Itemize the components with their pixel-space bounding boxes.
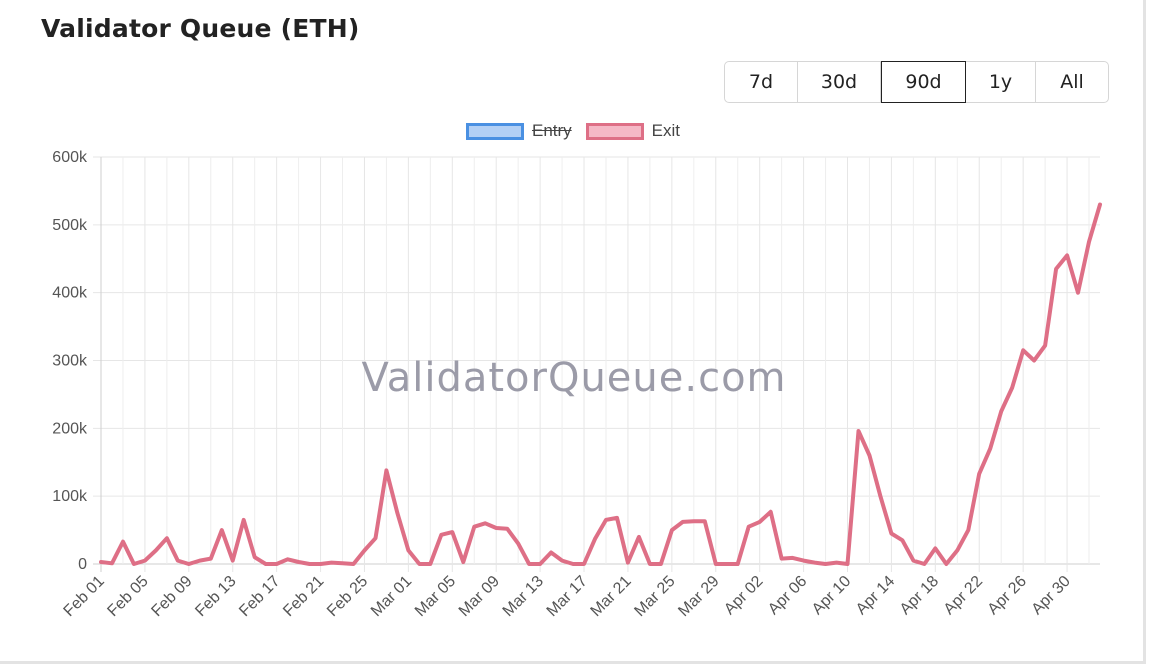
legend-label-exit: Exit: [651, 121, 681, 140]
chart-title: Validator Queue (ETH): [41, 14, 360, 43]
x-tick-label: Feb 01: [61, 573, 108, 620]
y-tick-label: 0: [78, 556, 87, 573]
x-tick-label: Apr 02: [721, 573, 766, 618]
x-tick-label: Mar 13: [500, 573, 547, 620]
range-button-90d[interactable]: 90d: [881, 61, 966, 103]
legend-swatch-exit: [585, 122, 644, 140]
y-tick-label: 100k: [52, 488, 88, 505]
x-tick-label: Mar 25: [631, 573, 678, 620]
range-button-7d[interactable]: 7d: [725, 62, 798, 102]
range-button-all[interactable]: All: [1036, 62, 1108, 102]
x-tick-label: Apr 30: [1029, 573, 1074, 618]
x-tick-label: Feb 17: [236, 573, 283, 620]
time-range-selector: 7d 30d 90d 1y All: [724, 61, 1109, 103]
legend-item-entry[interactable]: Entry: [465, 121, 572, 141]
x-tick-label: Feb 25: [324, 573, 371, 620]
x-tick-label: Apr 10: [809, 573, 854, 618]
x-tick-label: Apr 18: [897, 573, 942, 618]
x-tick-label: Feb 05: [104, 573, 151, 620]
watermark-text: ValidatorQueue.com: [361, 355, 786, 401]
x-tick-label: Mar 05: [412, 573, 459, 620]
x-tick-label: Mar 29: [675, 573, 722, 620]
x-tick-label: Mar 01: [368, 573, 415, 620]
y-tick-label: 600k: [52, 149, 88, 166]
legend-swatch-entry: [465, 122, 524, 140]
x-tick-label: Mar 09: [456, 573, 503, 620]
exit-series-line: [99, 202, 1102, 566]
x-tick-label: Feb 21: [280, 573, 327, 620]
x-tick-label: Apr 14: [853, 573, 898, 618]
x-tick-label: Mar 17: [544, 573, 591, 620]
x-tick-label: Apr 06: [765, 573, 810, 618]
x-tick-label: Mar 21: [588, 573, 635, 620]
y-tick-label: 400k: [52, 285, 88, 302]
y-tick-label: 200k: [52, 420, 88, 437]
range-button-30d[interactable]: 30d: [798, 62, 881, 102]
y-tick-label: 300k: [52, 353, 88, 370]
legend-label-entry: Entry: [531, 121, 572, 140]
legend-item-exit[interactable]: Exit: [585, 121, 681, 141]
x-tick-label: Apr 26: [985, 573, 1030, 618]
y-tick-label: 500k: [52, 217, 88, 234]
x-tick-label: Feb 13: [192, 573, 239, 620]
x-tick-label: Apr 22: [941, 573, 986, 618]
chart-legend: Entry Exit: [0, 121, 1146, 141]
x-tick-label: Feb 09: [148, 573, 195, 620]
range-button-1y[interactable]: 1y: [966, 62, 1036, 102]
